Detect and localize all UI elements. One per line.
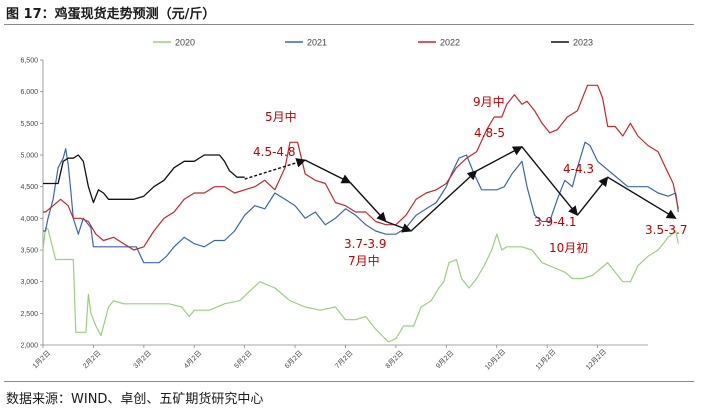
annotation-range-oct: 3.9-4.1 [534,215,577,229]
legend-label-2020: 2020 [175,38,195,48]
source-note: 数据来源：WIND、卓创、五矿期货研究中心 [6,392,264,407]
annotation-oct-early: 10月初 [549,241,588,255]
y-tick-label: 5,000 [20,153,38,160]
figure-title: 图 17：鸡蛋现货走势预测（元/斤） [6,7,216,22]
x-tick-label: 7月2日 [334,349,355,370]
x-tick-label: 2月2日 [81,349,102,370]
forecast-arrow [244,158,307,180]
x-tick-label: 8月2日 [384,349,405,370]
x-tick-label: 12月2日 [584,348,608,372]
y-tick-label: 6,000 [20,89,38,96]
y-tick-label: 5,500 [20,121,38,128]
y-tick-label: 3,500 [20,248,38,255]
x-tick-label: 10月2日 [483,348,507,372]
forecast-arrows [244,146,677,233]
forecast-arrow [350,182,387,223]
annotation-range-dec: 3.5-3.7 [645,223,688,237]
annotation-sep-mid: 9月中 [473,94,505,109]
y-tick-label: 2,000 [20,343,38,350]
series-line-2020 [42,227,679,343]
y-tick-label: 4,500 [20,184,38,191]
annotation-range-jul: 3.7-3.9 [344,237,387,251]
forecast-arrow [410,170,478,232]
series-line-2021 [43,141,679,264]
annotation-range-may: 4.5-4.8 [253,145,296,159]
x-tick-label: 4月2日 [182,349,203,370]
x-tick-label: 6月2日 [283,349,304,370]
series-line-2022 [43,84,679,251]
annotation-range-sep: 4.8-5 [474,126,505,140]
y-tick-label: 2,500 [20,311,38,318]
series-line-2023 [43,154,245,204]
bottom-rule [4,381,694,382]
annotation-jul-mid: 7月中 [348,253,380,268]
x-tick-label: 9月2日 [434,349,455,370]
series-layer [42,84,679,343]
x-tick-label: 11月2日 [534,348,557,371]
legend-label-2021: 2021 [307,38,327,48]
annotation-range-nov: 4-4.3 [563,162,594,176]
forecast-arrow [385,220,412,233]
legend-label-2022: 2022 [440,38,460,48]
x-tick-label: 1月2日 [31,349,52,370]
forecast-arrow [607,176,677,219]
forecast-arrow [576,176,609,216]
forecast-arrow [476,146,523,172]
x-tick-label: 3月2日 [132,349,153,370]
forecast-arrow [521,146,579,216]
top-rule [4,24,694,25]
annotations: 5月中 4.5-4.8 3.7-3.9 7月中 9月中 4.8-5 3.9-4.… [253,94,688,268]
legend: 2020 2021 2022 2023 [153,38,593,48]
annotation-may-mid: 5月中 [265,109,297,124]
x-tick-label: 5月2日 [233,349,254,370]
y-tick-label: 3,000 [20,279,38,286]
y-tick-label: 4,000 [20,216,38,223]
legend-label-2023: 2023 [573,38,593,48]
forecast-arrow [304,159,352,184]
y-tick-label: 6,500 [20,58,38,65]
